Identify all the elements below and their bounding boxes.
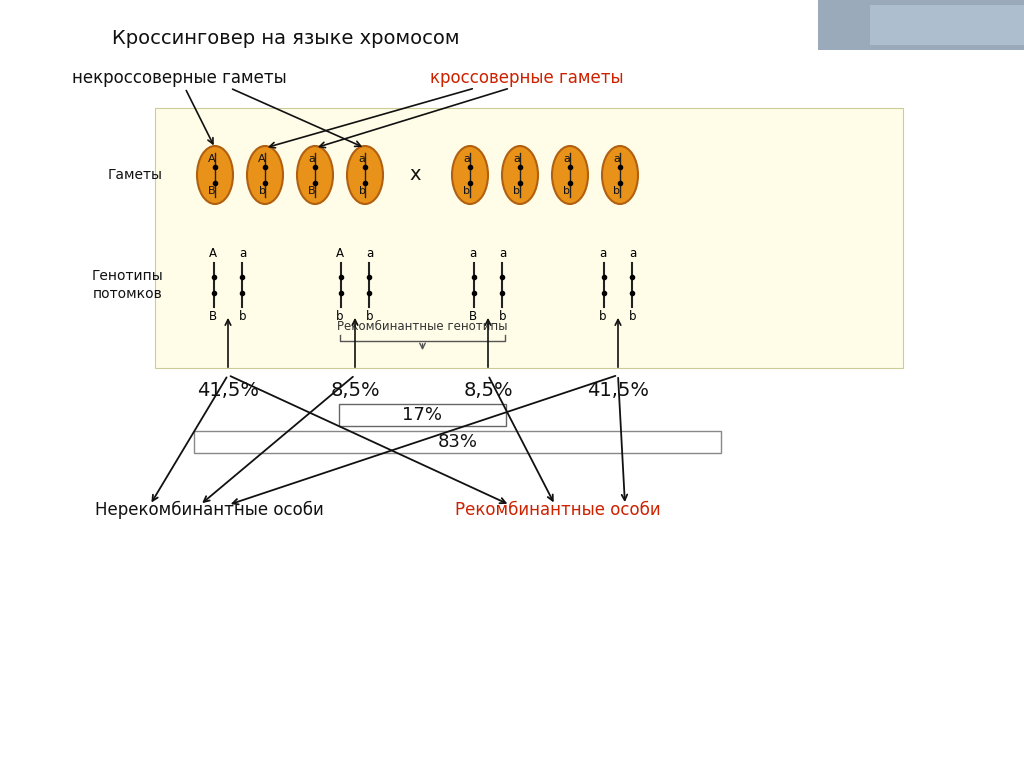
Text: A: A — [258, 154, 266, 164]
Text: B: B — [208, 186, 216, 196]
FancyBboxPatch shape — [155, 108, 903, 368]
Text: 8,5%: 8,5% — [463, 380, 513, 400]
Text: a: a — [630, 247, 637, 260]
Text: a: a — [464, 154, 470, 164]
Text: b: b — [500, 310, 507, 323]
FancyBboxPatch shape — [870, 5, 1024, 45]
Text: A: A — [208, 154, 216, 164]
FancyBboxPatch shape — [194, 431, 721, 453]
Text: a: a — [514, 154, 520, 164]
Text: кроссоверные гаметы: кроссоверные гаметы — [430, 69, 624, 87]
Text: 8,5%: 8,5% — [330, 380, 380, 400]
Ellipse shape — [247, 146, 283, 204]
Text: B: B — [209, 310, 217, 323]
Text: Генотипы
потомков: Генотипы потомков — [91, 268, 163, 301]
FancyBboxPatch shape — [339, 404, 506, 426]
Text: a: a — [469, 247, 476, 260]
Text: Рекомбинантные особи: Рекомбинантные особи — [455, 501, 660, 519]
Text: B: B — [469, 310, 477, 323]
Text: A: A — [209, 247, 217, 260]
Text: a: a — [308, 154, 315, 164]
Text: A: A — [336, 247, 344, 260]
Ellipse shape — [602, 146, 638, 204]
Text: a: a — [599, 247, 606, 260]
Text: 41,5%: 41,5% — [587, 380, 649, 400]
Ellipse shape — [347, 146, 383, 204]
Text: Гаметы: Гаметы — [108, 168, 163, 182]
Text: x: x — [410, 166, 421, 185]
Text: a: a — [613, 154, 621, 164]
Text: b: b — [240, 310, 247, 323]
Text: a: a — [358, 154, 366, 164]
Text: a: a — [500, 247, 507, 260]
Text: 41,5%: 41,5% — [197, 380, 259, 400]
Text: Нерекомбинантные особи: Нерекомбинантные особи — [95, 501, 324, 519]
Text: b: b — [613, 186, 621, 196]
Text: a: a — [563, 154, 570, 164]
Text: 17%: 17% — [402, 406, 442, 424]
Ellipse shape — [552, 146, 588, 204]
Text: Рекомбинантные генотипы: Рекомбинантные генотипы — [337, 320, 508, 333]
Text: b: b — [563, 186, 570, 196]
Ellipse shape — [297, 146, 333, 204]
Text: Кроссинговер на языке хромосом: Кроссинговер на языке хромосом — [112, 28, 460, 48]
Text: a: a — [240, 247, 247, 260]
Text: 83%: 83% — [437, 433, 477, 451]
Text: a: a — [367, 247, 374, 260]
Ellipse shape — [197, 146, 233, 204]
Text: b: b — [358, 186, 366, 196]
Text: b: b — [336, 310, 344, 323]
Ellipse shape — [452, 146, 488, 204]
Text: b: b — [513, 186, 520, 196]
Text: b: b — [464, 186, 470, 196]
Text: b: b — [367, 310, 374, 323]
Ellipse shape — [502, 146, 538, 204]
Text: некроссоверные гаметы: некроссоверные гаметы — [72, 69, 287, 87]
FancyBboxPatch shape — [818, 0, 1024, 50]
Text: b: b — [630, 310, 637, 323]
Text: B: B — [308, 186, 315, 196]
Text: b: b — [599, 310, 607, 323]
Text: b: b — [258, 186, 265, 196]
